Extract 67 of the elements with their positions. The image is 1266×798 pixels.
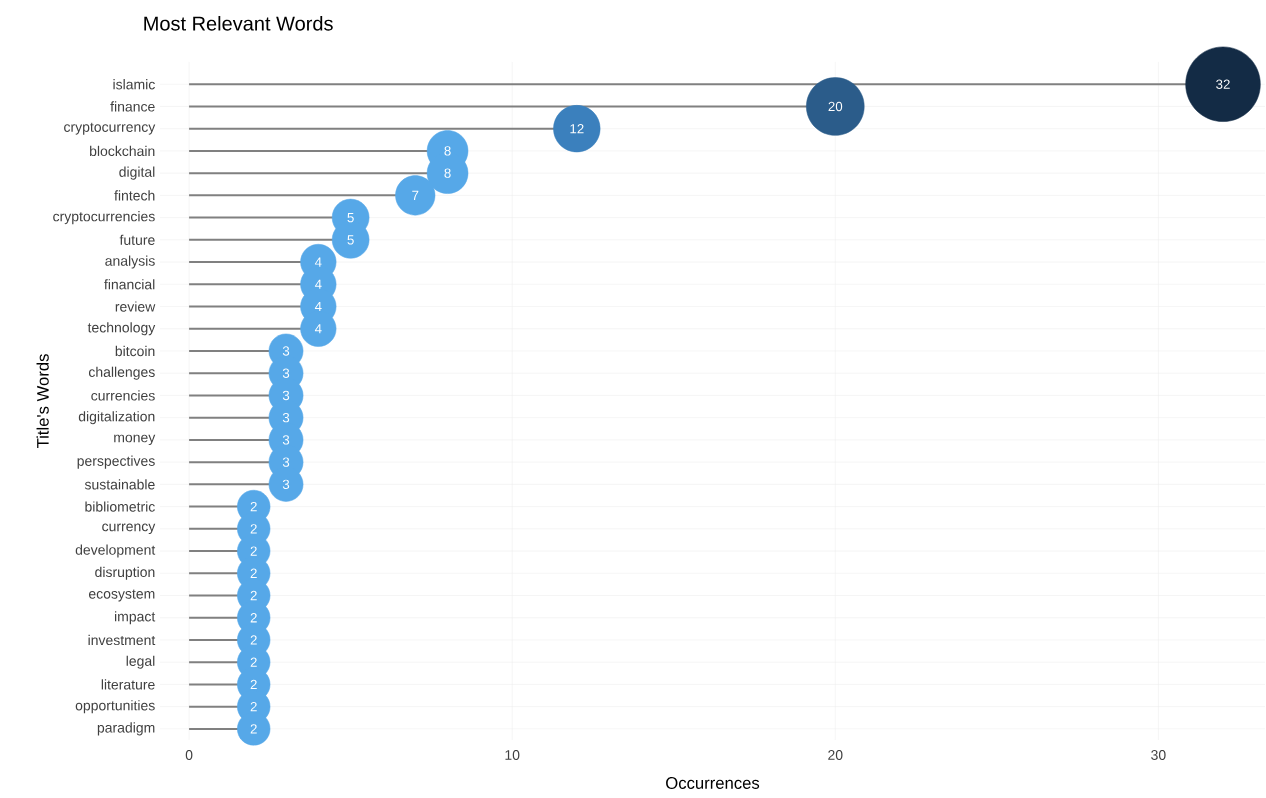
data-label: 2 (250, 635, 257, 645)
y-tick-label: opportunities (75, 700, 155, 714)
y-tick-label: digital (119, 166, 155, 180)
y-tick-label: legal (126, 655, 155, 669)
y-tick-label: analysis (105, 255, 155, 269)
x-tick-label: 20 (828, 750, 843, 760)
y-tick-label: financial (104, 279, 155, 290)
data-label: 8 (444, 146, 451, 156)
y-tick-label: islamic (113, 79, 155, 90)
y-tick-label: money (114, 434, 156, 446)
y-tick-label: challenges (88, 366, 155, 380)
data-label: 2 (250, 724, 257, 734)
y-tick-label: future (119, 234, 155, 245)
y-tick-label: development (75, 544, 156, 558)
data-label: 2 (250, 613, 257, 623)
y-tick-label: impact (115, 611, 156, 625)
data-label: 2 (250, 501, 257, 512)
y-tick-label: cryptocurrencies (53, 211, 155, 225)
data-label: 3 (282, 457, 290, 467)
data-label: 2 (250, 701, 257, 712)
data-label: 3 (282, 479, 290, 490)
y-tick-label: bitcoin (115, 345, 155, 357)
data-label: 2 (250, 590, 257, 601)
y-tick-label: technology (87, 322, 156, 336)
y-tick-label: sustainable (84, 479, 155, 490)
data-label: 2 (250, 679, 257, 690)
data-label: 3 (282, 412, 290, 423)
data-label: 2 (250, 568, 257, 578)
data-label: 3 (282, 435, 290, 445)
data-label: 4 (314, 301, 322, 312)
y-tick-label: perspectives (77, 455, 155, 469)
data-label: 3 (282, 390, 290, 401)
data-label: 2 (250, 657, 257, 667)
y-tick-label: cryptocurrency (64, 122, 156, 135)
data-label: 7 (412, 190, 419, 200)
data-label: 32 (1216, 79, 1230, 89)
y-tick-label: disruption (95, 566, 155, 580)
data-label: 2 (250, 524, 257, 534)
data-label: 3 (282, 346, 290, 356)
y-tick-label: investment (88, 634, 156, 646)
y-tick-label: ecosystem (88, 589, 155, 602)
y-tick-label: literature (101, 679, 155, 690)
x-axis-title: Occurrences (666, 777, 760, 789)
data-label: 2 (250, 546, 257, 556)
data-label: 8 (444, 168, 451, 178)
y-tick-label: currency (102, 523, 156, 535)
y-tick-label: digitalization (78, 411, 155, 425)
y-tick-label: currencies (91, 390, 155, 401)
y-axis-title: Title's Words (36, 354, 49, 449)
chart-title: Most Relevant Words (144, 15, 333, 31)
data-label: 5 (347, 212, 354, 223)
data-label: 12 (570, 124, 584, 134)
y-tick-label: blockchain (90, 145, 155, 157)
data-label: 4 (314, 257, 322, 267)
data-label: 4 (314, 279, 322, 289)
y-tick-label: review (115, 301, 156, 312)
y-tick-label: finance (110, 101, 155, 112)
data-label: 4 (314, 324, 322, 334)
x-tick-label: 0 (185, 750, 193, 760)
y-tick-label: fintech (114, 190, 155, 201)
data-label: 20 (828, 101, 843, 112)
data-label: 5 (347, 235, 354, 245)
x-tick-label: 10 (505, 750, 520, 760)
y-tick-label: paradigm (97, 722, 155, 736)
x-tick-label: 30 (1151, 750, 1166, 760)
data-label: 3 (282, 368, 290, 378)
y-tick-label: bibliometric (85, 501, 155, 512)
